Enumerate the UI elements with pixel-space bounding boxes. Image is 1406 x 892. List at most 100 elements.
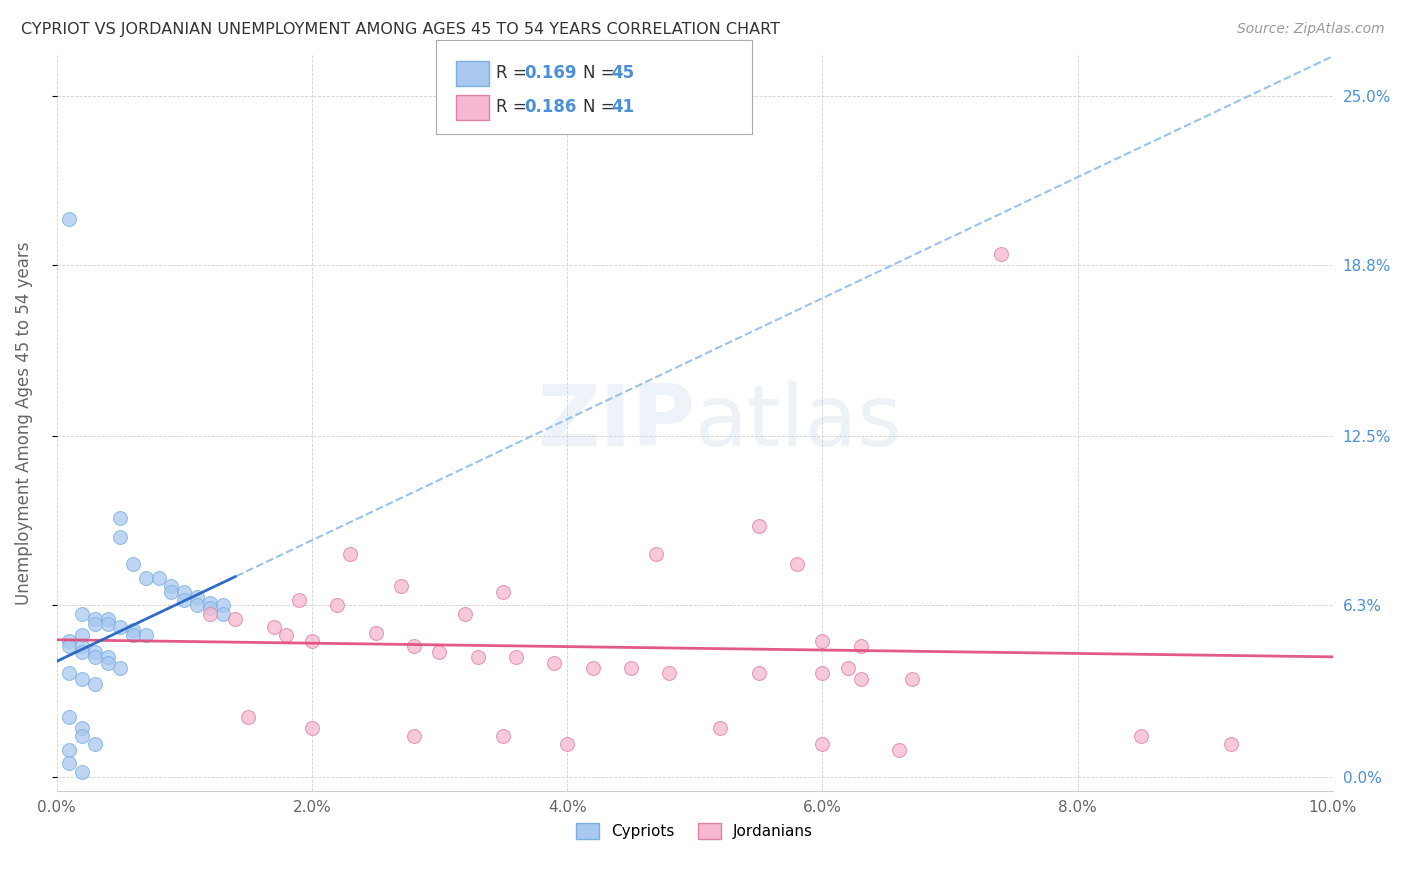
Point — [467, 650, 489, 665]
Point — [70, 729, 93, 743]
Point — [620, 661, 643, 675]
Point — [70, 721, 93, 735]
Point — [811, 633, 834, 648]
Point — [70, 764, 93, 779]
Point — [402, 639, 425, 653]
Point — [301, 633, 323, 648]
Point — [173, 584, 195, 599]
Text: 0.169: 0.169 — [524, 64, 576, 82]
Point — [849, 672, 872, 686]
Point — [58, 211, 80, 226]
Point — [900, 672, 922, 686]
Point — [97, 617, 120, 632]
Text: ZIP: ZIP — [537, 382, 695, 465]
Text: 45: 45 — [612, 64, 634, 82]
Point — [70, 645, 93, 659]
Point — [186, 590, 208, 604]
Point — [429, 645, 451, 659]
Text: N =: N = — [583, 64, 620, 82]
Point — [58, 639, 80, 653]
Point — [70, 607, 93, 621]
Point — [135, 571, 157, 585]
Text: atlas: atlas — [695, 382, 903, 465]
Point — [58, 710, 80, 724]
Point — [364, 625, 387, 640]
Point — [198, 596, 221, 610]
Point — [83, 737, 105, 751]
Point — [454, 607, 477, 621]
Y-axis label: Unemployment Among Ages 45 to 54 years: Unemployment Among Ages 45 to 54 years — [15, 241, 32, 605]
Text: 0.186: 0.186 — [524, 98, 576, 116]
Text: CYPRIOT VS JORDANIAN UNEMPLOYMENT AMONG AGES 45 TO 54 YEARS CORRELATION CHART: CYPRIOT VS JORDANIAN UNEMPLOYMENT AMONG … — [21, 22, 780, 37]
Point — [70, 628, 93, 642]
Point — [135, 628, 157, 642]
Point — [110, 511, 132, 525]
Point — [97, 612, 120, 626]
Point — [83, 617, 105, 632]
Legend: Cypriots, Jordanians: Cypriots, Jordanians — [571, 817, 820, 846]
Point — [122, 558, 145, 572]
Point — [58, 633, 80, 648]
Point — [110, 530, 132, 544]
Point — [645, 547, 668, 561]
Point — [83, 645, 105, 659]
Point — [211, 607, 233, 621]
Point — [389, 579, 412, 593]
Point — [301, 721, 323, 735]
Point — [492, 729, 515, 743]
Point — [83, 650, 105, 665]
Point — [122, 623, 145, 637]
Point — [110, 620, 132, 634]
Point — [58, 756, 80, 771]
Point — [786, 558, 808, 572]
Point — [83, 612, 105, 626]
Point — [1130, 729, 1153, 743]
Point — [658, 666, 681, 681]
Point — [849, 639, 872, 653]
Point — [505, 650, 527, 665]
Point — [326, 599, 349, 613]
Point — [160, 584, 183, 599]
Point — [263, 620, 285, 634]
Point — [110, 661, 132, 675]
Point — [887, 742, 910, 756]
Point — [97, 650, 120, 665]
Point — [288, 593, 311, 607]
Point — [837, 661, 859, 675]
Text: N =: N = — [583, 98, 620, 116]
Point — [811, 737, 834, 751]
Point — [186, 599, 208, 613]
Point — [276, 628, 298, 642]
Point — [402, 729, 425, 743]
Point — [990, 247, 1012, 261]
Point — [709, 721, 731, 735]
Point — [160, 579, 183, 593]
Point — [58, 666, 80, 681]
Point — [224, 612, 246, 626]
Point — [748, 666, 770, 681]
Point — [83, 677, 105, 691]
Point — [748, 519, 770, 533]
Point — [811, 666, 834, 681]
Point — [70, 639, 93, 653]
Point — [70, 672, 93, 686]
Point — [543, 656, 565, 670]
Point — [339, 547, 361, 561]
Point — [198, 607, 221, 621]
Text: R =: R = — [496, 98, 533, 116]
Point — [122, 628, 145, 642]
Point — [555, 737, 578, 751]
Point — [492, 584, 515, 599]
Point — [211, 599, 233, 613]
Point — [236, 710, 259, 724]
Point — [1219, 737, 1241, 751]
Text: R =: R = — [496, 64, 533, 82]
Point — [97, 656, 120, 670]
Text: Source: ZipAtlas.com: Source: ZipAtlas.com — [1237, 22, 1385, 37]
Point — [173, 593, 195, 607]
Point — [582, 661, 605, 675]
Text: 41: 41 — [612, 98, 634, 116]
Point — [198, 601, 221, 615]
Point — [58, 742, 80, 756]
Point — [148, 571, 170, 585]
